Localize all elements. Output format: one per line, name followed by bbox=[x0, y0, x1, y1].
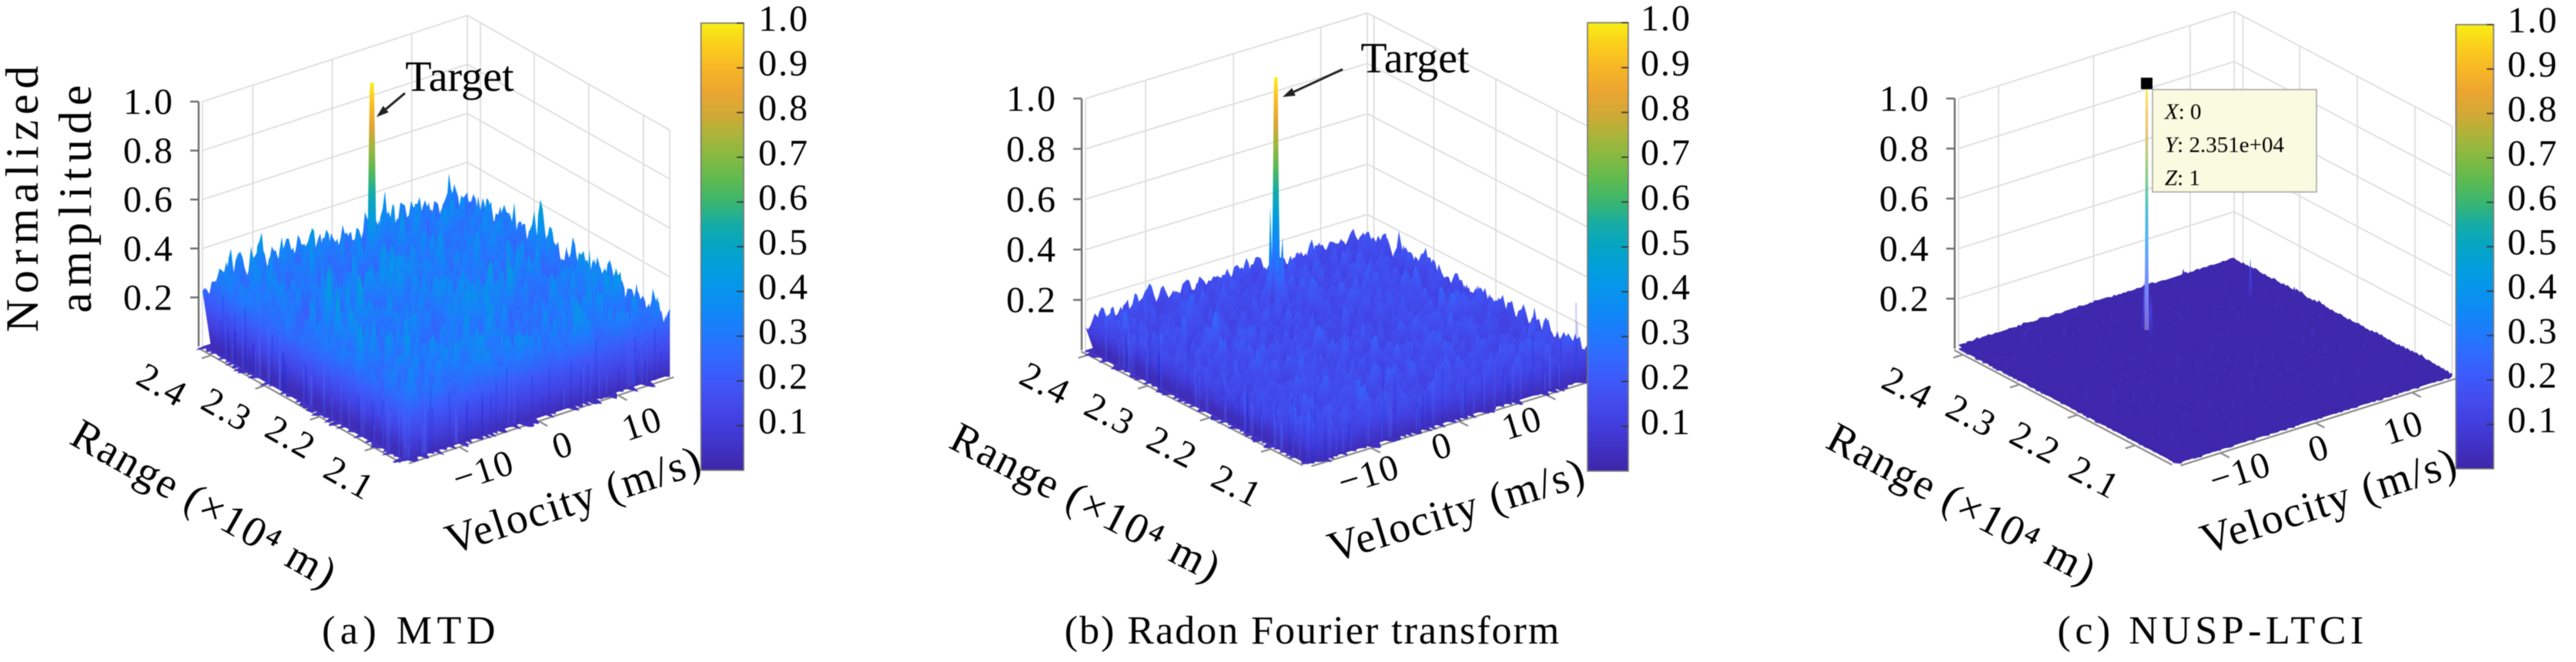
svg-text:1.0: 1.0 bbox=[2507, 0, 2558, 41]
svg-text:0.4: 0.4 bbox=[123, 229, 174, 269]
svg-text:(b) Radon Fourier transform: (b) Radon Fourier transform bbox=[1065, 609, 1561, 653]
svg-text:0.9: 0.9 bbox=[2507, 45, 2558, 85]
svg-text:0.1: 0.1 bbox=[2507, 400, 2558, 440]
svg-text:Y: 2.351e+04: Y: 2.351e+04 bbox=[2165, 132, 2284, 157]
svg-text:0.7: 0.7 bbox=[1641, 132, 1691, 173]
svg-text:0.8: 0.8 bbox=[1641, 88, 1691, 129]
svg-text:0.2: 0.2 bbox=[2507, 356, 2558, 396]
svg-text:1.0: 1.0 bbox=[758, 0, 809, 39]
svg-text:0.3: 0.3 bbox=[758, 312, 809, 353]
svg-text:0.6: 0.6 bbox=[1879, 179, 1930, 219]
svg-text:Normalized: Normalized bbox=[0, 60, 48, 332]
svg-text:0.2: 0.2 bbox=[1006, 280, 1057, 321]
svg-text:0.3: 0.3 bbox=[2507, 311, 2558, 352]
svg-text:0.1: 0.1 bbox=[758, 401, 809, 442]
svg-text:0.4: 0.4 bbox=[1879, 229, 1930, 269]
svg-text:0.8: 0.8 bbox=[2507, 89, 2558, 129]
svg-text:0.7: 0.7 bbox=[758, 132, 809, 173]
svg-text:(a) MTD: (a) MTD bbox=[322, 609, 500, 653]
svg-text:0.3: 0.3 bbox=[1641, 312, 1691, 353]
svg-text:X: 0: X: 0 bbox=[2164, 99, 2202, 124]
svg-text:1.0: 1.0 bbox=[123, 82, 174, 122]
svg-text:1.0: 1.0 bbox=[1879, 79, 1930, 119]
svg-text:1.0: 1.0 bbox=[1006, 79, 1057, 119]
svg-text:0.8: 0.8 bbox=[758, 88, 809, 129]
svg-text:0.1: 0.1 bbox=[1641, 402, 1691, 443]
svg-text:Z: 1: Z: 1 bbox=[2165, 166, 2200, 190]
svg-text:0.5: 0.5 bbox=[1641, 222, 1691, 263]
svg-text:0.9: 0.9 bbox=[1641, 43, 1691, 84]
svg-text:0.4: 0.4 bbox=[2507, 266, 2558, 307]
svg-text:0.2: 0.2 bbox=[123, 277, 174, 318]
svg-text:0.8: 0.8 bbox=[1879, 129, 1930, 169]
svg-text:amplitude: amplitude bbox=[50, 80, 101, 313]
svg-text:0.6: 0.6 bbox=[2507, 178, 2558, 219]
svg-text:0.4: 0.4 bbox=[1641, 267, 1691, 308]
svg-text:0.4: 0.4 bbox=[1006, 229, 1057, 270]
svg-text:1.0: 1.0 bbox=[1641, 0, 1691, 39]
svg-text:Target: Target bbox=[405, 53, 514, 101]
svg-text:0.9: 0.9 bbox=[758, 43, 809, 84]
svg-text:0.2: 0.2 bbox=[758, 356, 809, 397]
svg-text:0.6: 0.6 bbox=[1641, 178, 1691, 219]
svg-text:0.8: 0.8 bbox=[1006, 129, 1057, 169]
svg-text:0.2: 0.2 bbox=[1879, 279, 1930, 319]
svg-text:0.4: 0.4 bbox=[758, 267, 809, 308]
svg-text:0.8: 0.8 bbox=[123, 131, 174, 172]
svg-text:0.2: 0.2 bbox=[1641, 357, 1691, 398]
svg-text:0.6: 0.6 bbox=[758, 177, 809, 218]
svg-text:(c) NUSP-LTCI: (c) NUSP-LTCI bbox=[2057, 609, 2367, 653]
svg-text:0.6: 0.6 bbox=[123, 179, 174, 220]
svg-text:0.5: 0.5 bbox=[758, 222, 809, 263]
svg-text:Target: Target bbox=[1360, 35, 1470, 82]
svg-text:0.6: 0.6 bbox=[1006, 179, 1057, 220]
svg-text:0.7: 0.7 bbox=[2507, 133, 2558, 174]
svg-text:0.5: 0.5 bbox=[2507, 222, 2558, 263]
